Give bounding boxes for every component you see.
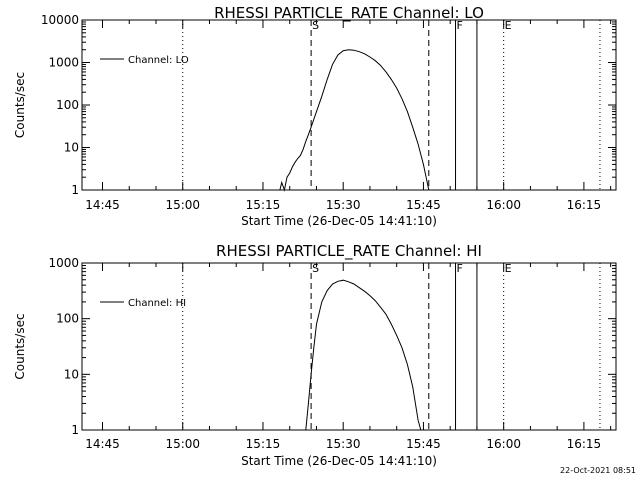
y-axis-label: Counts/sec bbox=[13, 72, 27, 138]
event-flag-label: F bbox=[457, 262, 463, 275]
series-line bbox=[279, 49, 430, 192]
hi-channel-panel: RHESSI PARTICLE_RATE Channel: HI 1 10 100 10… bbox=[13, 242, 617, 468]
plot-frame bbox=[81, 19, 617, 191]
x-axis-label: Start Time (26-Dec-05 14:41:10) bbox=[241, 454, 437, 468]
x-tick-label: 16:15 bbox=[567, 437, 602, 451]
lo-channel-panel: RHESSI PARTICLE_RATE Channel: LO 1 10 100 10… bbox=[13, 4, 617, 228]
x-tick-label: 15:15 bbox=[246, 198, 281, 212]
legend-label: Channel: HI bbox=[128, 298, 186, 309]
chart-title: RHESSI PARTICLE_RATE Channel: LO bbox=[214, 4, 484, 23]
y-tick-label: 10 bbox=[64, 367, 79, 381]
y-tick-label: 10 bbox=[64, 141, 79, 155]
event-flag-label: E bbox=[505, 262, 512, 275]
x-tick-label: 15:00 bbox=[165, 198, 200, 212]
x-tick-label: 15:30 bbox=[326, 198, 361, 212]
legend-label: Channel: LO bbox=[128, 55, 189, 66]
event-flag-label: E bbox=[505, 19, 512, 32]
event-flag-label: S bbox=[312, 262, 319, 275]
plot-frame bbox=[81, 262, 617, 431]
y-tick-label: 1 bbox=[71, 183, 79, 197]
x-axis-label: Start Time (26-Dec-05 14:41:10) bbox=[241, 214, 437, 228]
x-tick-label: 16:00 bbox=[486, 437, 521, 451]
x-tick-label: 15:30 bbox=[326, 437, 361, 451]
y-tick-label: 1 bbox=[71, 423, 79, 437]
x-tick-label: 15:45 bbox=[406, 198, 441, 212]
x-tick-label: 14:45 bbox=[85, 437, 120, 451]
plot-timestamp: 22-Oct-2021 08:51 bbox=[560, 466, 636, 475]
y-tick-label: 100 bbox=[56, 312, 79, 326]
x-tick-label: 16:00 bbox=[486, 198, 521, 212]
x-tick-label: 15:00 bbox=[165, 437, 200, 451]
x-tick-label: 15:45 bbox=[406, 437, 441, 451]
y-tick-label: 10000 bbox=[41, 13, 79, 27]
chart-title: RHESSI PARTICLE_RATE Channel: HI bbox=[216, 242, 482, 261]
y-tick-label: 100 bbox=[56, 98, 79, 112]
x-tick-label: 14:45 bbox=[85, 198, 120, 212]
y-axis-label: Counts/sec bbox=[13, 313, 27, 379]
x-tick-label: 15:15 bbox=[246, 437, 281, 451]
y-tick-label: 1000 bbox=[48, 256, 79, 270]
event-flag-label: S bbox=[312, 19, 319, 32]
series-line bbox=[305, 279, 422, 431]
x-tick-label: 16:15 bbox=[567, 198, 602, 212]
event-flag-label: F bbox=[457, 19, 463, 32]
y-tick-label: 1000 bbox=[48, 56, 79, 70]
